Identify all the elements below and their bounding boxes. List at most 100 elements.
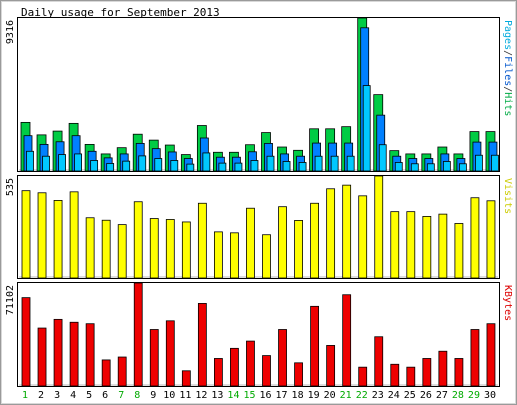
panel-1-frame [17, 17, 500, 172]
pages-bar [426, 163, 435, 172]
visits-bar [37, 192, 47, 279]
panel-2-ymax-label: 535 [5, 178, 16, 196]
visits-bar [85, 217, 95, 279]
visits-bar [390, 211, 400, 279]
visits-bar [101, 219, 111, 279]
pages-bar [346, 155, 355, 172]
x-tick-label: 11 [179, 390, 191, 401]
x-tick-label: 24 [388, 390, 400, 401]
pages-bar [234, 162, 243, 172]
visits-bar [117, 224, 127, 279]
x-tick-label: 9 [150, 390, 156, 401]
kbytes-bar [342, 294, 352, 387]
pages-bar [314, 155, 323, 172]
legend-item: / [502, 86, 513, 92]
panel-3-legend: KBytes [502, 285, 513, 321]
pages-bar [58, 154, 66, 172]
x-tick-label: 5 [86, 390, 92, 401]
panel-1-legend: Pages/Files/Hits [502, 20, 513, 116]
kbytes-bar [37, 327, 47, 387]
x-tick-label: 1 [22, 390, 28, 401]
kbytes-bar [422, 358, 432, 387]
kbytes-bar [326, 345, 336, 387]
visits-bar [53, 200, 63, 279]
pages-bar [90, 160, 99, 172]
chart-title: Daily usage for September 2013 [21, 6, 220, 19]
kbytes-bar [165, 320, 175, 387]
visits-bar [21, 190, 31, 279]
x-tick-label: 19 [308, 390, 320, 401]
legend-item: Files [502, 56, 513, 86]
pages-bar [74, 153, 82, 172]
x-tick-label: 18 [292, 390, 304, 401]
visits-bar [342, 184, 352, 279]
pages-bar [378, 144, 387, 172]
visits-bar [181, 221, 191, 279]
visits-bar [438, 213, 448, 279]
x-tick-label: 21 [340, 390, 352, 401]
pages-bar [42, 155, 50, 172]
x-tick-label: 6 [102, 390, 108, 401]
kbytes-bar [262, 355, 271, 387]
legend-item: Visits [502, 178, 513, 214]
pages-bar [442, 161, 451, 172]
pages-bar [26, 150, 34, 172]
kbytes-bar [246, 340, 255, 387]
visits-bar [262, 234, 271, 279]
kbytes-bar [181, 370, 191, 387]
visits-bar [358, 195, 368, 279]
legend-item: / [502, 50, 513, 56]
pages-bar [491, 154, 499, 172]
kbytes-bar [53, 318, 63, 387]
pages-bar [282, 161, 291, 172]
legend-item: Pages [502, 20, 513, 50]
kbytes-bar [85, 323, 95, 387]
kbytes-bar [454, 358, 464, 387]
x-tick-label: 25 [404, 390, 416, 401]
kbytes-bar [310, 305, 320, 387]
x-tick-label: 13 [211, 390, 223, 401]
pages-bar [186, 163, 195, 172]
kbytes-bar [438, 350, 448, 387]
x-tick-label: 14 [227, 390, 239, 401]
panel-3-ymax-label: 71102 [5, 285, 16, 315]
pages-bar [122, 160, 131, 172]
x-tick-label: 29 [468, 390, 480, 401]
visits-bar [197, 202, 207, 279]
visits-bar [470, 197, 480, 279]
visits-bar [213, 231, 223, 279]
visits-bar [374, 175, 384, 279]
kbytes-bar [358, 366, 368, 387]
pages-bar [218, 162, 227, 172]
panel-1-ymax-label: 9316 [5, 20, 16, 44]
pages-bar [394, 162, 403, 172]
x-tick-label: 28 [452, 390, 464, 401]
visits-bar [486, 200, 496, 279]
x-tick-label: 27 [436, 390, 448, 401]
kbytes-bar [278, 329, 287, 387]
kbytes-bar [197, 303, 207, 387]
kbytes-bar [133, 282, 143, 387]
panel-2-frame [17, 175, 500, 279]
x-tick-label: 22 [356, 390, 368, 401]
pages-bar [330, 155, 339, 172]
x-tick-label: 15 [243, 390, 255, 401]
pages-bar [475, 154, 483, 172]
kbytes-bar [230, 347, 239, 387]
panel-3-frame [17, 282, 500, 387]
x-tick-label: 17 [276, 390, 288, 401]
kbytes-bar [470, 329, 480, 387]
pages-bar [250, 160, 259, 172]
kbytes-bar [101, 359, 111, 387]
visits-bar [230, 232, 239, 279]
pages-bar [362, 85, 371, 172]
visits-bar [422, 216, 432, 279]
visits-bar [454, 223, 464, 279]
pages-bar [266, 155, 275, 172]
kbytes-bar [21, 297, 31, 387]
kbytes-bar [374, 336, 384, 387]
x-tick-label: 30 [484, 390, 496, 401]
pages-bar [410, 163, 419, 172]
legend-item: KBytes [502, 285, 513, 321]
